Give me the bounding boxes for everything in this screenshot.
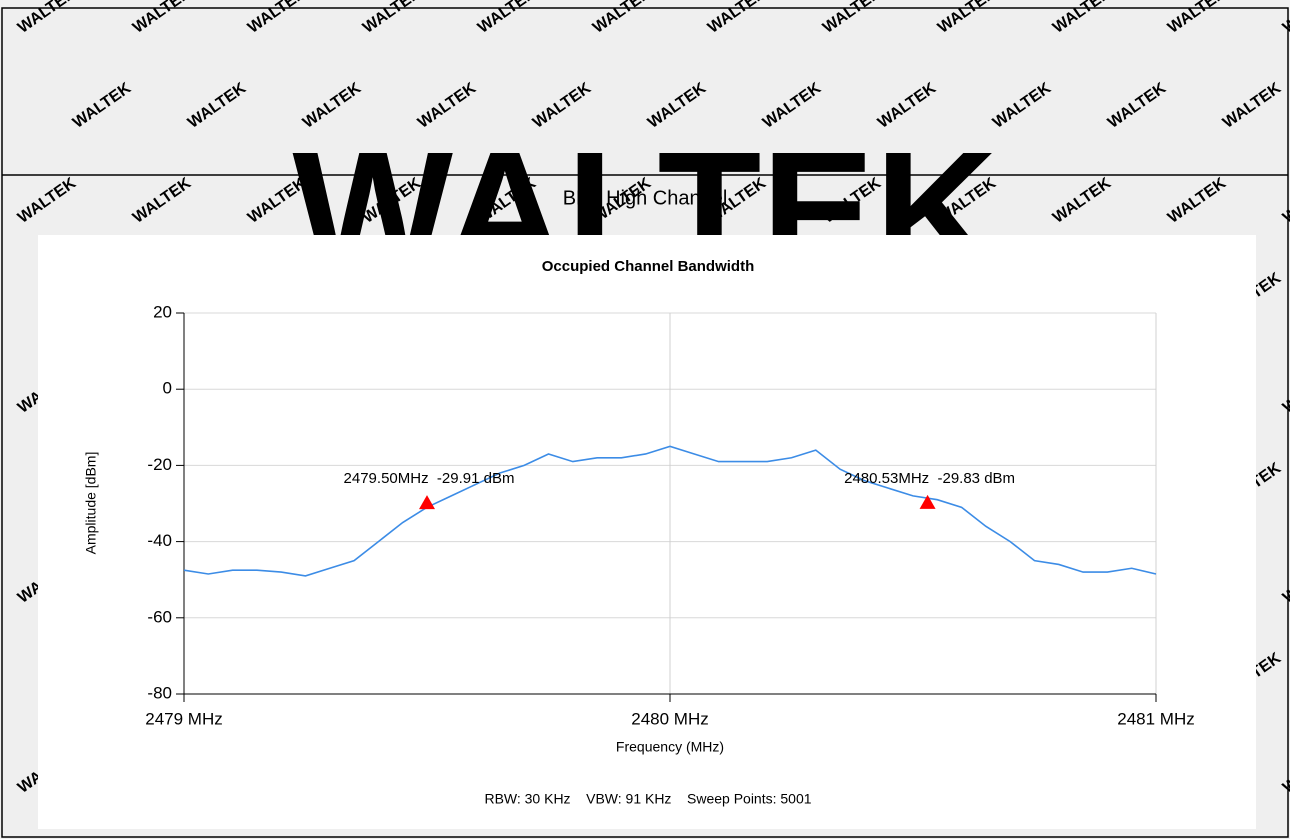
- y-tick-label: -40: [147, 531, 172, 550]
- watermark-text: WALTEK: [15, 174, 79, 226]
- x-tick-label: 2480 MHz: [631, 709, 708, 728]
- watermark-text: WALTEK: [820, 0, 884, 37]
- table-border: [1, 7, 1289, 838]
- y-tick-label: 0: [163, 379, 172, 398]
- watermark-text: WALTEK: [990, 79, 1054, 131]
- watermark-text: WALTEK: [245, 0, 309, 37]
- watermark-text: WALTEK: [1165, 174, 1229, 226]
- marker: [919, 494, 936, 509]
- plot: 20 0 -20 -40 -60 -80 2479 MHz 2480 MHz 2481 MHz 2…: [145, 302, 1194, 728]
- y-tick-label: -80: [147, 683, 172, 702]
- footer: RBW: 30 KHz VBW: 91 KHz Sweep Points: 50…: [484, 791, 811, 807]
- watermark-text: WALTEK: [705, 0, 769, 37]
- watermark-text: WALTEK: [360, 0, 424, 37]
- trace-line: [183, 445, 1157, 577]
- y-axis-label: Amplitude [dBm]: [83, 452, 99, 555]
- y-tick-label: -60: [147, 607, 172, 626]
- marker: [419, 495, 435, 510]
- watermark-text: WALTEK: [185, 79, 249, 131]
- watermark-text: WALTEK: [1050, 174, 1114, 226]
- watermark-text: WALTEK: [1165, 0, 1229, 37]
- chart-title: Occupied Channel Bandwidth: [542, 258, 755, 275]
- x-tick-label: 2481 MHz: [1117, 709, 1194, 728]
- watermark-text: WALTEK: [1220, 79, 1284, 131]
- watermark-text: WALTEK: [475, 0, 539, 37]
- watermark-text: WALTEK: [935, 0, 999, 37]
- y-tick-label: -20: [147, 455, 172, 474]
- watermark-text: WALTEK: [70, 79, 134, 131]
- x-tick-label: 2479 MHz: [145, 709, 222, 728]
- watermark-text: WALTEK: [1050, 0, 1114, 37]
- marker-label: 2480.53MHz -29.83 dBm: [844, 470, 1015, 487]
- watermark-text: WALTEK: [130, 0, 194, 37]
- x-axis-label: Frequency (MHz): [616, 739, 724, 755]
- watermark-text: WALTEK: [590, 0, 654, 37]
- watermark-text: WALTEK: [1105, 79, 1169, 131]
- watermark-text: WALTEK: [130, 174, 194, 226]
- chart-background: [38, 235, 1256, 829]
- marker-label: 2479.50MHz -29.91 dBm: [344, 470, 515, 487]
- watermark-text: WALTEK: [1280, 0, 1290, 37]
- y-tick-label: 20: [153, 302, 172, 321]
- watermark-text: WALTEK: [15, 0, 79, 37]
- caption: BLE High Channel: [563, 187, 728, 209]
